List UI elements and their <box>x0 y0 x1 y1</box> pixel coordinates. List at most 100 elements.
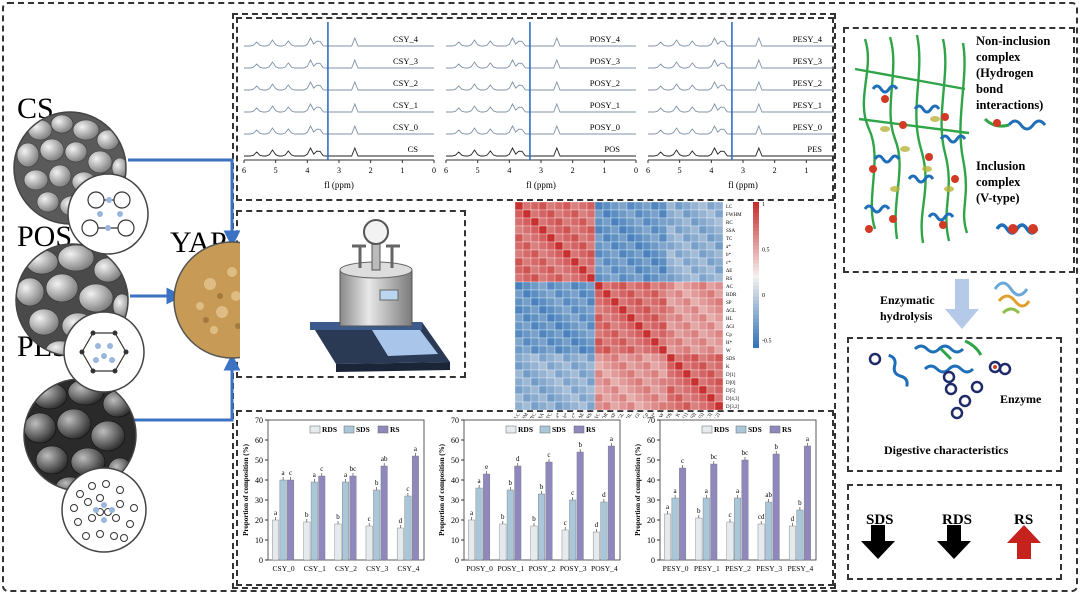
heatmap-cell <box>562 225 572 235</box>
heatmap-cell <box>690 225 700 235</box>
correlation-heatmap: LCLCFWHMFWHMRCRCSSASSATCTCa*a*b*b*c*c*ΔE… <box>514 201 772 418</box>
heatmap-cell <box>674 289 684 299</box>
heatmap-cell <box>698 289 708 299</box>
heatmap-cell <box>690 353 700 363</box>
legend-label: RDS <box>714 425 729 434</box>
heatmap-cell <box>522 321 532 331</box>
heatmap-cell <box>650 305 660 315</box>
heatmap-cell <box>618 217 628 227</box>
heatmap-cell <box>538 369 548 379</box>
heatmap-cell <box>554 385 564 395</box>
y-axis-label: Proportion of composition (%) <box>438 443 446 536</box>
heatmap-cell <box>682 329 692 339</box>
heatmap-cell <box>602 281 612 291</box>
heatmap-cell <box>642 321 652 331</box>
heatmap-col-label: LC <box>514 412 522 418</box>
heatmap-cell <box>538 345 548 355</box>
significance-letter: a <box>705 487 709 495</box>
significance-letter: b <box>509 479 513 487</box>
heatmap-cell <box>522 353 532 363</box>
nmr-trace-label: CSY_1 <box>393 100 418 110</box>
heatmap-cell <box>562 401 572 411</box>
heatmap-cell <box>658 289 668 299</box>
nmr-trace-label: POSY_1 <box>590 100 620 110</box>
heatmap-cell <box>522 289 532 299</box>
nmr-tick-label: 0 <box>634 166 638 175</box>
significance-letter: bc <box>350 465 357 473</box>
heatmap-cell <box>594 233 604 243</box>
bar-rds <box>695 517 703 561</box>
bar-rs <box>741 459 749 561</box>
heatmap-cell <box>682 393 692 403</box>
heatmap-cell <box>618 377 628 387</box>
heatmap-cell <box>570 393 580 403</box>
nmr-tick-label: 3 <box>337 166 341 175</box>
heatmap-cell <box>690 273 700 283</box>
heatmap-cell <box>578 305 588 315</box>
colorbar-segment <box>753 274 759 279</box>
heatmap-cell <box>530 225 540 235</box>
heatmap-cell <box>586 249 596 259</box>
x-tick-label: CSY_0 <box>273 564 295 573</box>
heatmap-cell <box>546 393 556 403</box>
heatmap-cell <box>618 233 628 243</box>
heatmap-cell <box>522 345 532 355</box>
nmr-xlabel: fl (ppm) <box>728 180 758 190</box>
heatmap-cell <box>602 321 612 331</box>
heatmap-cell <box>546 233 556 243</box>
legend-swatch <box>539 425 551 434</box>
colorbar-segment <box>753 234 759 239</box>
heatmap-cell <box>586 297 596 307</box>
inclusion-text: Inclusion complex (V-type) <box>976 158 1025 206</box>
pos-schematic <box>63 311 145 393</box>
heatmap-row-label: SSA <box>726 229 736 234</box>
heatmap-cell <box>538 401 548 411</box>
heatmap-cell <box>698 305 708 315</box>
y-tick-label: 0 <box>259 556 263 565</box>
bar-rds <box>561 529 569 561</box>
heatmap-col-label: ΔGl <box>633 412 642 418</box>
significance-letter: b <box>336 513 340 521</box>
heatmap-cell <box>610 393 620 403</box>
heatmap-cell <box>522 281 532 291</box>
heatmap-cell <box>642 265 652 275</box>
heatmap-cell <box>546 305 556 315</box>
heatmap-cell <box>634 321 644 331</box>
heatmap-cell <box>706 249 716 259</box>
bar-rs <box>483 473 491 561</box>
nmr-trace-label: POSY_3 <box>590 56 620 66</box>
heatmap-cell <box>562 265 572 275</box>
heatmap-cell <box>602 249 612 259</box>
enzyme-structure-icon <box>993 281 1031 315</box>
y-tick-label: 30 <box>647 496 655 505</box>
heatmap-cell <box>530 217 540 227</box>
heatmap-cell <box>690 217 700 227</box>
heatmap-cell <box>642 353 652 363</box>
heatmap-row-label: H* <box>726 341 733 346</box>
heatmap-cell <box>714 241 724 251</box>
heatmap-cell <box>610 337 620 347</box>
heatmap-cell <box>594 209 604 219</box>
heatmap-cell <box>666 321 676 331</box>
heatmap-cell <box>698 385 708 395</box>
colorbar-segment <box>753 245 759 250</box>
heatmap-cell <box>642 377 652 387</box>
heatmap-cell <box>538 337 548 347</box>
nmr-trace-label: CSY_3 <box>393 56 418 66</box>
heatmap-cell <box>530 265 540 275</box>
heatmap-row-label: ΔGL <box>726 309 736 314</box>
heatmap-cell <box>642 241 652 251</box>
heatmap-cell <box>698 345 708 355</box>
nmr-spectrum-line <box>648 146 834 157</box>
nmr-trace-label: PESY_3 <box>793 56 822 66</box>
heatmap-cell <box>602 345 612 355</box>
significance-letter: a <box>736 487 740 495</box>
heatmap-cell <box>610 369 620 379</box>
heatmap-cell <box>714 321 724 331</box>
heatmap-col-label: Cp <box>642 412 649 418</box>
heatmap-cell <box>674 249 684 259</box>
heatmap-cell <box>522 369 532 379</box>
heatmap-cell <box>634 257 644 267</box>
significance-letter: c <box>289 469 292 477</box>
heatmap-cell <box>642 289 652 299</box>
